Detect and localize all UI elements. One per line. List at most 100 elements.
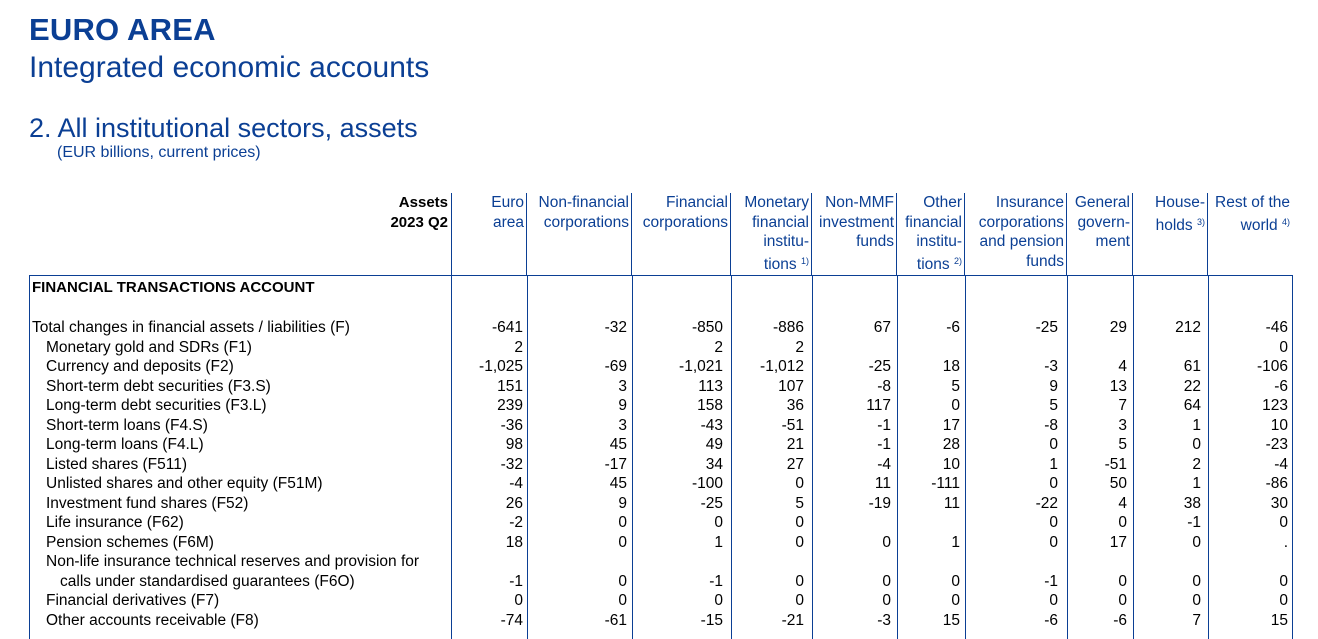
table-cell: .	[1283, 533, 1288, 551]
table-cell: 0	[1279, 338, 1288, 356]
column-header-line: House-	[1155, 194, 1205, 211]
table-cell: 0	[1279, 514, 1288, 531]
table-cell: 0	[1192, 592, 1201, 609]
table-cell: 0	[951, 397, 960, 414]
table-cell: 67	[873, 319, 891, 336]
column-header-6: Insurance corporations and pension funds	[965, 193, 1067, 275]
column-header-1: Non-financial corporations	[527, 193, 632, 275]
table-cell: -69	[604, 358, 627, 375]
table-cell: 36	[786, 397, 804, 414]
table-cell: 0	[882, 533, 891, 551]
row-label: Listed shares (F511)	[46, 455, 187, 473]
column-header-5: Other financial institu-tions 2)	[897, 193, 965, 275]
table-cell: 0	[1049, 592, 1058, 609]
table-cell: 123	[1262, 397, 1288, 414]
table-row: Other accounts receivable (F8) -74 -61 -15 -…	[0, 611, 1318, 631]
table-cell: 98	[505, 436, 523, 453]
table-cell: -32	[500, 455, 523, 473]
table-cell: 0	[1118, 592, 1127, 609]
row-label: calls under standardised guarantees (F6O…	[60, 572, 355, 590]
table-cell: 0	[1049, 514, 1058, 531]
table-cell: -51	[1104, 455, 1127, 473]
table-cell: 0	[1279, 592, 1288, 609]
column-header-line: financial	[905, 213, 962, 231]
column-header-line: tions 1)	[763, 255, 809, 273]
table-row: Long-term loans (F4.L) 98 45 49 21 -1 28 0 5 0 -23	[0, 435, 1318, 455]
table-cell: 0	[1192, 436, 1201, 453]
table-cell: 0	[514, 592, 523, 609]
row-label: Pension schemes (F6M)	[46, 533, 214, 551]
row-label: Investment fund shares (F52)	[46, 494, 249, 512]
table-cell: 64	[1183, 397, 1201, 414]
table-cell: 9	[618, 397, 627, 414]
table-cell: 2	[514, 338, 523, 356]
table-cell: 5	[951, 377, 960, 395]
table-cell: -1	[877, 436, 891, 453]
table-cell: -3	[1044, 358, 1058, 375]
row-label: Long-term loans (F4.L)	[46, 436, 204, 453]
table-cell: 29	[1109, 319, 1127, 336]
column-header-3: Monetary financial institu-tions 1)	[731, 193, 812, 275]
table-cell: 2	[1192, 455, 1201, 473]
table-cell: 11	[874, 475, 891, 492]
page-title: EURO AREA	[29, 12, 216, 47]
column-divider	[812, 275, 813, 639]
table-cell: 0	[618, 592, 627, 609]
table-cell: 0	[618, 572, 627, 590]
table-cell: 4	[1118, 358, 1127, 375]
table-cell: 34	[705, 455, 723, 473]
column-header-line: corporations	[642, 213, 728, 231]
row-label: Unlisted shares and other equity (F51M)	[46, 475, 323, 492]
table-cell: 0	[951, 592, 960, 609]
table-cell: 113	[698, 377, 723, 395]
table-cell: 15	[1270, 611, 1288, 629]
table-cell: -19	[868, 494, 891, 512]
table-cell: 0	[951, 572, 960, 590]
table-cell: 0	[1118, 514, 1127, 531]
table-cell: 1	[714, 533, 723, 551]
column-header-line: Non-financial	[538, 194, 629, 211]
table-cell: 38	[1183, 494, 1201, 512]
footnote-marker: 3)	[1196, 216, 1205, 227]
table-cell: -25	[700, 494, 723, 512]
page-subtitle: Integrated economic accounts	[29, 51, 430, 84]
table-cell: 0	[882, 572, 891, 590]
column-header-line: institu-	[916, 233, 962, 250]
row-label: Life insurance (F62)	[46, 514, 184, 531]
table-cell: 0	[1192, 533, 1201, 551]
table-cell: 117	[866, 397, 891, 414]
table-cell: 0	[795, 592, 804, 609]
footnote-marker: 1)	[800, 255, 809, 266]
stub-header: Assets 2023 Q2	[29, 193, 452, 275]
table-cell: -3	[877, 611, 891, 629]
table-cell: 0	[714, 514, 723, 531]
table-row: Short-term debt securities (F3.S) 151 3 113…	[0, 377, 1318, 397]
table-cell: 5	[1118, 436, 1127, 453]
column-header-4: Non-MMF investment funds	[812, 193, 897, 275]
table-cell: -111	[931, 475, 960, 492]
table-cell: 7	[1192, 611, 1201, 629]
column-divider	[527, 275, 528, 639]
table-row: Life insurance (F62) -2 0 0 0 0 0 -1 0	[0, 513, 1318, 533]
column-header-0: Euro area	[453, 193, 527, 275]
table-cell: -86	[1265, 475, 1288, 492]
table-cell: 3	[618, 416, 627, 434]
table-cell: 7	[1118, 397, 1127, 414]
table-cell: -4	[877, 455, 891, 473]
column-header-9: Rest of the world 4)	[1208, 193, 1292, 275]
table-cell: -1,021	[679, 358, 723, 375]
column-header-line: Euro	[491, 194, 524, 211]
column-divider	[1133, 275, 1134, 639]
table-cell: 21	[786, 436, 804, 453]
table-cell: 5	[1049, 397, 1058, 414]
table-row: Long-term debt securities (F3.L) 239 9 158 3…	[0, 396, 1318, 416]
account-title: FINANCIAL TRANSACTIONS ACCOUNT	[32, 279, 315, 296]
column-header-line: corporations	[978, 213, 1064, 231]
table-cell: -6	[1044, 611, 1058, 629]
table-cell: 3	[618, 377, 627, 395]
table-cell: -641	[491, 319, 523, 336]
footnote-marker: 2)	[953, 255, 962, 266]
column-header-line: ment	[1095, 233, 1130, 250]
table-cell: 3	[1118, 416, 1127, 434]
table-cell: 10	[1270, 416, 1288, 434]
